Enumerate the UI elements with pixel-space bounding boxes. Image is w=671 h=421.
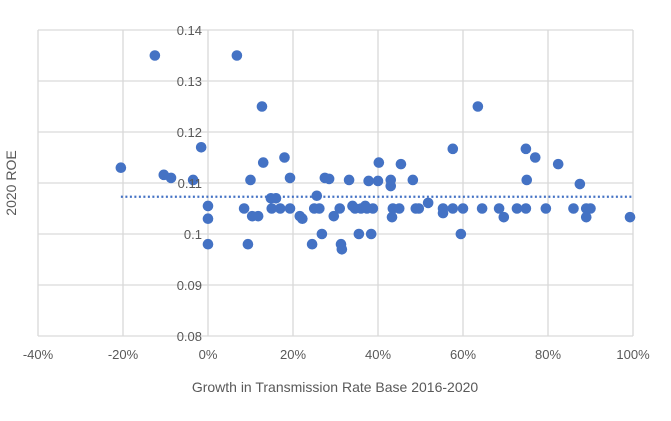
data-point bbox=[314, 203, 325, 214]
x-tick-label: -40% bbox=[23, 347, 54, 362]
x-tick-labels: -40% -20% 0% 20% 40% 60% 80% 100% bbox=[23, 347, 650, 362]
data-point bbox=[472, 101, 484, 112]
x-tick-label: -20% bbox=[108, 347, 139, 362]
data-point bbox=[334, 203, 346, 214]
data-point bbox=[252, 210, 264, 222]
data-point bbox=[284, 203, 296, 214]
data-point bbox=[115, 162, 127, 173]
data-point bbox=[242, 238, 254, 250]
data-point bbox=[386, 211, 398, 223]
data-point bbox=[353, 228, 365, 240]
y-tick-labels: 0.08 0.09 0.1 0.11 0.12 0.13 0.14 bbox=[177, 23, 202, 344]
data-point bbox=[624, 211, 636, 223]
data-point bbox=[520, 143, 532, 155]
x-axis-title: Growth in Transmission Rate Base 2016-20… bbox=[192, 379, 479, 395]
data-point bbox=[552, 158, 564, 170]
data-point bbox=[195, 142, 207, 153]
x-tick-label: 100% bbox=[616, 347, 650, 362]
data-point bbox=[231, 50, 243, 61]
data-point bbox=[529, 152, 541, 163]
gridlines bbox=[37, 29, 634, 337]
data-point bbox=[343, 174, 355, 186]
data-point bbox=[311, 190, 323, 202]
data-point bbox=[447, 203, 459, 214]
data-point bbox=[274, 203, 286, 214]
x-tick-label: 40% bbox=[365, 347, 391, 362]
data-point bbox=[476, 203, 488, 214]
data-point bbox=[202, 238, 214, 250]
x-tick-label: 0% bbox=[199, 347, 218, 362]
x-tick-label: 20% bbox=[280, 347, 306, 362]
data-point bbox=[395, 158, 407, 170]
y-tick-label: 0.14 bbox=[177, 23, 202, 38]
data-points bbox=[115, 50, 636, 255]
data-point bbox=[574, 178, 586, 190]
data-point bbox=[257, 157, 269, 168]
data-point bbox=[455, 228, 467, 240]
x-tick-label: 60% bbox=[450, 347, 476, 362]
data-point bbox=[385, 180, 397, 192]
data-point bbox=[187, 174, 199, 186]
x-tick-label: 80% bbox=[535, 347, 561, 362]
data-point bbox=[393, 203, 405, 214]
data-point bbox=[521, 174, 533, 186]
data-point bbox=[245, 174, 256, 186]
data-point bbox=[373, 157, 385, 168]
y-tick-label: 0.1 bbox=[184, 227, 202, 242]
y-axis-title: 2020 ROE bbox=[3, 150, 19, 215]
data-point bbox=[457, 203, 469, 214]
data-point bbox=[511, 203, 523, 214]
data-point bbox=[585, 203, 596, 214]
data-point bbox=[328, 210, 340, 222]
data-point bbox=[256, 101, 268, 112]
y-tick-label: 0.13 bbox=[177, 74, 202, 89]
data-point bbox=[568, 203, 579, 214]
data-point bbox=[413, 203, 425, 214]
data-point bbox=[367, 203, 379, 214]
data-point bbox=[372, 175, 384, 187]
data-point bbox=[165, 172, 177, 184]
data-point bbox=[407, 174, 419, 186]
data-point bbox=[316, 228, 328, 240]
data-point bbox=[323, 173, 335, 185]
data-point bbox=[202, 200, 214, 212]
data-point bbox=[284, 172, 296, 184]
data-point bbox=[437, 207, 449, 219]
data-point bbox=[447, 143, 459, 155]
data-point bbox=[297, 213, 308, 224]
data-point bbox=[238, 203, 250, 214]
data-point bbox=[270, 193, 282, 204]
y-tick-label: 0.08 bbox=[177, 329, 202, 344]
data-point bbox=[540, 203, 552, 214]
data-point bbox=[306, 238, 318, 250]
data-point bbox=[279, 152, 290, 163]
y-tick-label: 0.12 bbox=[177, 125, 202, 140]
data-point bbox=[336, 244, 348, 255]
data-point bbox=[422, 197, 434, 209]
data-point bbox=[580, 211, 592, 223]
data-point bbox=[493, 203, 505, 214]
data-point bbox=[498, 211, 510, 223]
data-point bbox=[266, 203, 278, 214]
y-tick-label: 0.09 bbox=[177, 278, 202, 293]
data-point bbox=[365, 228, 377, 240]
data-point bbox=[520, 203, 532, 214]
data-point bbox=[149, 50, 161, 61]
y-tick-label: 0.11 bbox=[178, 176, 202, 191]
data-point bbox=[363, 175, 374, 187]
data-point bbox=[202, 213, 214, 224]
